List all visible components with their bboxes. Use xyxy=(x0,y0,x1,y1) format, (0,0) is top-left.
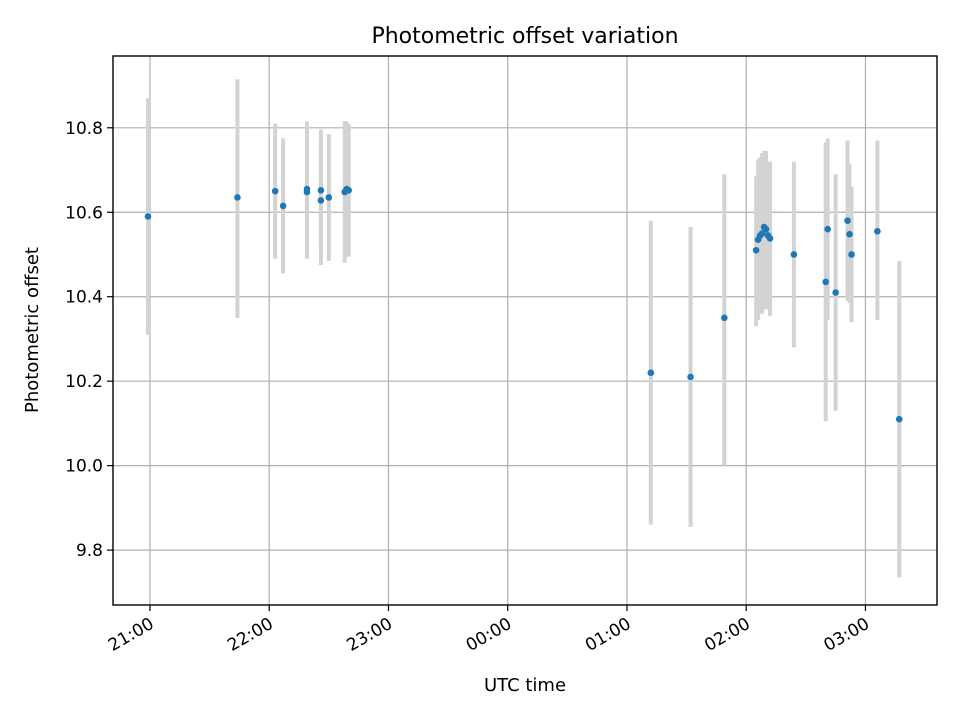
data-point xyxy=(752,246,760,254)
data-point xyxy=(895,415,903,423)
x-tick-label: 02:00 xyxy=(701,614,753,656)
data-point xyxy=(824,225,831,233)
data-point xyxy=(721,314,728,322)
y-tick-label: 10.8 xyxy=(65,119,103,139)
x-tick-label: 01:00 xyxy=(582,614,634,656)
y-tick-label: 10.4 xyxy=(65,288,103,308)
y-tick-label: 9.8 xyxy=(76,541,103,561)
y-tick-label: 10.2 xyxy=(65,372,103,392)
y-axis-label: Photometric offset xyxy=(22,247,43,413)
data-point xyxy=(844,217,851,224)
x-tick-label: 22:00 xyxy=(224,614,276,656)
y-tick-label: 10.6 xyxy=(65,203,103,223)
data-point xyxy=(766,235,774,242)
data-point xyxy=(832,289,839,296)
plot-frame xyxy=(112,55,938,606)
data-point xyxy=(687,373,694,381)
x-tick-label: 03:00 xyxy=(821,614,873,656)
data-point xyxy=(279,202,287,210)
data-point xyxy=(317,186,325,194)
data-points xyxy=(144,185,903,423)
y-axis-ticks: 9.8 10.0 10.2 10.4 10.6 10.8 xyxy=(65,119,113,561)
x-axis-label: UTC time xyxy=(484,675,566,696)
x-tick-label: 21:00 xyxy=(105,614,157,656)
data-point xyxy=(271,187,279,195)
data-point xyxy=(345,186,353,194)
y-tick-label: 10.0 xyxy=(65,457,103,477)
data-point xyxy=(303,188,311,196)
data-point xyxy=(790,251,798,258)
data-point xyxy=(848,251,855,258)
grid-lines xyxy=(113,56,937,605)
x-tick-label: 23:00 xyxy=(344,614,396,656)
data-point xyxy=(647,369,655,377)
data-point xyxy=(762,225,770,233)
data-point xyxy=(822,278,830,286)
data-point xyxy=(325,194,333,201)
error-bars xyxy=(145,79,902,578)
data-point xyxy=(234,194,241,201)
data-point xyxy=(874,227,881,235)
data-point xyxy=(846,230,853,238)
x-axis-ticks: 21:00 22:00 23:00 00:00 01:00 02:00 03:00 xyxy=(105,605,873,656)
x-tick-label: 00:00 xyxy=(463,614,515,656)
data-point xyxy=(144,213,152,220)
data-point xyxy=(758,230,766,237)
data-point xyxy=(317,197,325,204)
chart-title: Photometric offset variation xyxy=(371,24,678,49)
